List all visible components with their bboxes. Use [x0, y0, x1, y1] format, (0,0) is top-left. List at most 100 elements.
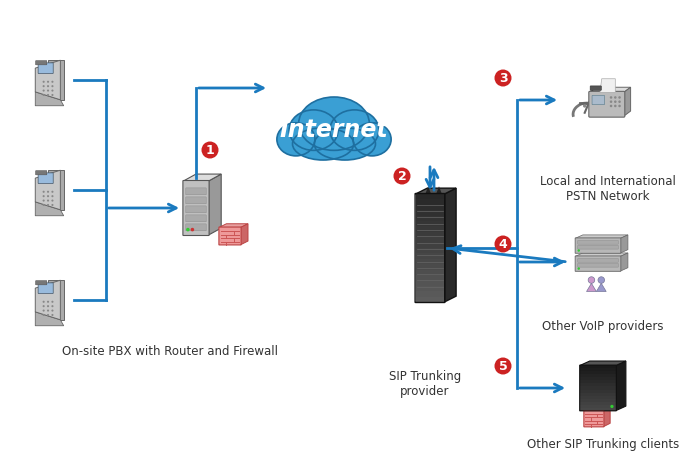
Polygon shape — [48, 60, 64, 100]
FancyBboxPatch shape — [38, 63, 53, 73]
Bar — [580, 365, 616, 369]
Bar — [416, 248, 444, 254]
FancyBboxPatch shape — [589, 91, 625, 117]
Circle shape — [51, 94, 53, 96]
Bar — [580, 368, 616, 372]
Text: 4: 4 — [498, 237, 508, 251]
Circle shape — [43, 305, 45, 307]
Bar — [580, 396, 616, 399]
FancyBboxPatch shape — [36, 61, 47, 65]
Polygon shape — [35, 280, 60, 320]
Circle shape — [47, 89, 49, 92]
Bar — [416, 221, 444, 227]
Polygon shape — [425, 187, 432, 199]
Polygon shape — [444, 188, 456, 302]
Polygon shape — [183, 174, 221, 181]
Polygon shape — [435, 187, 442, 199]
Circle shape — [610, 100, 612, 103]
Text: On-site PBX with Router and Firewall: On-site PBX with Router and Firewall — [62, 345, 278, 358]
FancyBboxPatch shape — [578, 245, 618, 249]
Bar — [580, 377, 616, 381]
Circle shape — [578, 268, 580, 270]
Circle shape — [47, 314, 49, 316]
Polygon shape — [600, 79, 615, 92]
FancyBboxPatch shape — [578, 259, 618, 262]
Circle shape — [618, 100, 621, 103]
Polygon shape — [35, 92, 64, 106]
Polygon shape — [35, 170, 60, 210]
Bar — [580, 407, 616, 411]
Circle shape — [583, 104, 587, 108]
Circle shape — [43, 85, 45, 87]
Circle shape — [47, 305, 49, 307]
Bar — [580, 392, 616, 396]
Bar — [416, 291, 444, 297]
Bar — [580, 402, 616, 405]
Polygon shape — [603, 408, 610, 427]
Bar — [416, 243, 444, 249]
Polygon shape — [48, 280, 64, 320]
Bar — [416, 286, 444, 292]
Circle shape — [494, 357, 512, 374]
Circle shape — [51, 195, 53, 197]
Bar — [580, 381, 616, 384]
Circle shape — [43, 195, 45, 197]
Ellipse shape — [330, 110, 379, 150]
Bar — [416, 237, 444, 243]
Polygon shape — [587, 284, 596, 292]
Circle shape — [47, 85, 49, 87]
Polygon shape — [590, 87, 631, 92]
Ellipse shape — [353, 123, 391, 156]
FancyBboxPatch shape — [575, 256, 621, 271]
Polygon shape — [416, 188, 456, 194]
FancyBboxPatch shape — [36, 171, 47, 175]
Circle shape — [494, 236, 512, 252]
Bar — [416, 259, 444, 265]
Circle shape — [51, 300, 53, 303]
Polygon shape — [575, 253, 628, 256]
Circle shape — [610, 105, 612, 107]
FancyBboxPatch shape — [186, 206, 206, 213]
Circle shape — [618, 105, 621, 107]
FancyBboxPatch shape — [186, 197, 206, 204]
Ellipse shape — [293, 128, 354, 160]
Polygon shape — [596, 284, 606, 292]
Bar — [416, 264, 444, 270]
Circle shape — [614, 105, 617, 107]
Circle shape — [47, 300, 49, 303]
Bar — [580, 390, 616, 393]
Bar — [416, 297, 444, 302]
Bar — [416, 194, 444, 200]
Bar — [416, 205, 444, 211]
Bar — [580, 405, 616, 408]
FancyBboxPatch shape — [36, 281, 47, 285]
FancyBboxPatch shape — [575, 238, 621, 253]
Circle shape — [47, 309, 49, 312]
Bar — [580, 398, 616, 402]
Circle shape — [610, 405, 614, 408]
Circle shape — [51, 305, 53, 307]
Bar — [416, 216, 444, 221]
FancyBboxPatch shape — [219, 227, 241, 245]
Polygon shape — [620, 235, 628, 253]
Circle shape — [190, 228, 194, 231]
Polygon shape — [241, 224, 248, 244]
Text: SIP Trunking
provider: SIP Trunking provider — [389, 370, 461, 398]
FancyBboxPatch shape — [186, 224, 206, 231]
Circle shape — [43, 204, 45, 206]
Bar — [580, 374, 616, 378]
Circle shape — [610, 96, 612, 99]
Bar — [416, 280, 444, 286]
Circle shape — [588, 277, 595, 284]
Circle shape — [51, 191, 53, 193]
Circle shape — [47, 195, 49, 197]
Polygon shape — [584, 408, 610, 411]
Polygon shape — [35, 60, 60, 100]
Ellipse shape — [299, 97, 370, 150]
Circle shape — [51, 204, 53, 206]
Circle shape — [614, 100, 617, 103]
Bar — [416, 275, 444, 281]
Circle shape — [51, 309, 53, 312]
Circle shape — [47, 204, 49, 206]
Polygon shape — [575, 235, 628, 238]
